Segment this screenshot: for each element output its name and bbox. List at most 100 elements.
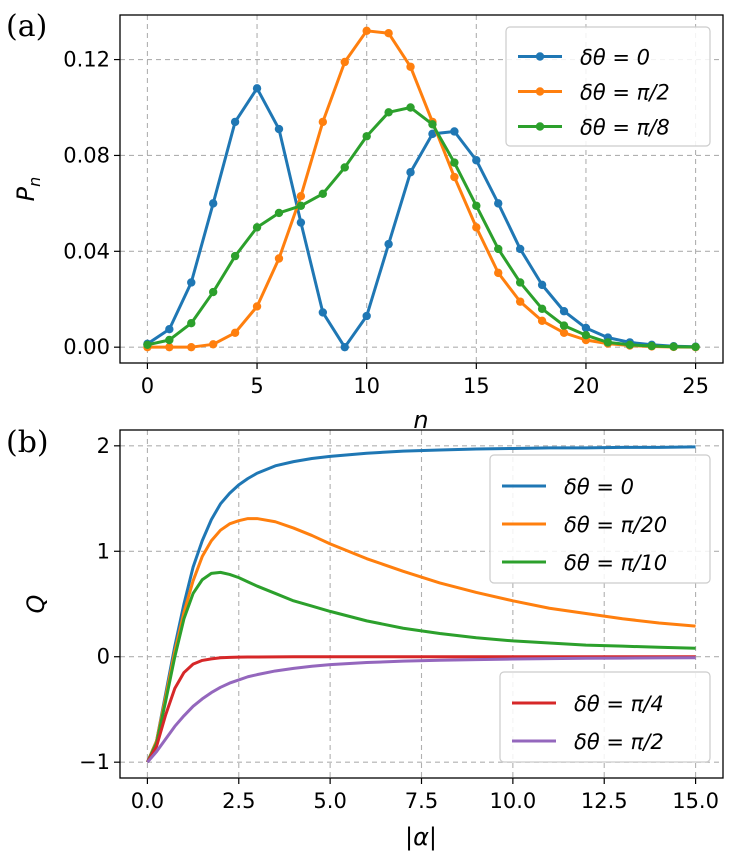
data-point-a-2 <box>537 304 547 314</box>
data-point-a-1 <box>252 302 262 311</box>
legend-entry-label: δθ = 0 <box>564 475 634 499</box>
legend-entry-label: δθ = π/2 <box>580 81 670 105</box>
panel-a-x-label: n <box>413 406 428 434</box>
data-point-a-0 <box>537 280 547 290</box>
panel-b-label: (b) <box>6 425 49 460</box>
data-point-a-2 <box>362 132 371 141</box>
data-point-a-0 <box>230 117 240 127</box>
panel-a-label: (a) <box>6 9 47 44</box>
panel-b-x-tick-label: 7.5 <box>405 789 438 813</box>
data-point-a-1 <box>494 268 503 278</box>
data-point-a-1 <box>340 57 349 67</box>
panel-b-x-tick-label: 0.0 <box>131 789 164 813</box>
series-line-b-2 <box>146 570 696 763</box>
panel-a-y-label: Pn <box>12 177 44 202</box>
panel-b-x-tick-label: 12.5 <box>581 789 628 813</box>
data-point-a-1 <box>515 297 525 306</box>
data-point-a-2 <box>428 120 437 129</box>
data-point-a-0 <box>318 308 328 317</box>
data-point-a-1 <box>274 254 284 263</box>
data-point-a-0 <box>472 156 481 165</box>
data-point-a-1 <box>230 328 240 338</box>
data-point-a-2 <box>208 287 218 297</box>
data-point-a-2 <box>187 319 196 328</box>
panel-a-y-ticks: 0.00 0.04 0.08 0.12 <box>63 48 120 359</box>
data-point-a-2 <box>252 223 262 232</box>
data-point-a-0 <box>428 129 437 139</box>
panel-b-legend-upper: δθ = 0 δθ = π/20 δθ = π/10 <box>489 454 711 584</box>
data-point-a-2 <box>691 342 700 352</box>
data-point-a-2 <box>318 189 328 198</box>
data-point-a-1 <box>537 316 547 326</box>
data-point-a-2 <box>647 341 656 351</box>
data-point-a-2 <box>450 158 459 167</box>
panel-a-chart: (a) 0 5 10 15 20 25 0.00 0.04 0.08 0.12 n Pn δθ … <box>6 9 724 434</box>
legend-entry-label: δθ = π/20 <box>564 513 667 537</box>
data-point-a-1 <box>450 172 459 182</box>
data-point-a-0 <box>515 244 525 254</box>
data-point-a-2 <box>165 335 174 345</box>
data-point-a-0 <box>450 127 459 136</box>
data-point-a-0 <box>208 199 218 208</box>
panel-a-y-label-group: Pn <box>12 177 44 202</box>
series-line-b-3 <box>146 655 696 763</box>
data-point-a-2 <box>274 208 284 218</box>
data-point-a-1 <box>208 340 218 349</box>
panel-b-y-tick-label: −1 <box>79 750 110 774</box>
data-point-a-2 <box>581 330 591 340</box>
series-line-b-1 <box>146 517 696 763</box>
panel-a-x-tick-label: 20 <box>573 374 600 398</box>
panel-a-x-tick-label: 10 <box>353 374 380 398</box>
panel-a-legend: δθ = 0 δθ = π/2 δθ = π/8 <box>505 26 711 147</box>
data-point-a-2 <box>559 321 569 330</box>
panel-a-y-tick-label: 0.00 <box>63 335 110 359</box>
panel-a-x-tick-label: 25 <box>682 374 709 398</box>
data-point-a-2 <box>515 278 525 287</box>
data-point-a-2 <box>340 163 349 172</box>
panel-a-x-tick-label: 0 <box>141 374 154 398</box>
data-point-a-2 <box>143 340 152 349</box>
panel-a-y-tick-label: 0.08 <box>63 143 110 167</box>
legend-swatch-marker <box>535 52 545 61</box>
panel-b-series <box>146 445 696 764</box>
data-point-a-1 <box>362 26 371 36</box>
legend-swatch-marker <box>535 122 545 131</box>
data-point-a-0 <box>252 84 262 93</box>
panel-b-x-tick-label: 5.0 <box>313 789 346 813</box>
panel-b-x-label: |α| <box>405 823 437 851</box>
data-point-a-2 <box>296 201 306 210</box>
data-point-a-0 <box>274 124 284 134</box>
data-point-a-1 <box>384 29 393 38</box>
panel-a-x-ticks: 0 5 10 15 20 25 <box>141 363 709 398</box>
panel-a-frame <box>119 14 724 364</box>
panel-a-y-label-sub: n <box>25 177 44 187</box>
data-point-a-1 <box>472 223 481 232</box>
data-point-a-0 <box>384 239 393 249</box>
panel-b-legend-lower: δθ = π/4 δθ = π/2 <box>499 671 711 763</box>
data-point-a-2 <box>669 342 678 351</box>
data-point-a-0 <box>559 307 569 316</box>
data-point-a-1 <box>406 62 415 71</box>
data-point-a-0 <box>165 325 174 334</box>
panel-b-y-label: Q <box>22 595 50 614</box>
panel-b-x-tick-label: 2.5 <box>222 789 255 813</box>
series-line-b-4 <box>146 656 696 764</box>
panel-b-y-tick-label: 1 <box>97 539 110 563</box>
data-point-a-2 <box>472 201 481 210</box>
series-line-b-0 <box>146 445 696 763</box>
data-point-a-2 <box>230 251 240 261</box>
panel-b-y-tick-label: 2 <box>97 434 110 458</box>
data-point-a-2 <box>603 338 613 347</box>
legend-swatch-marker <box>535 87 545 96</box>
data-point-a-0 <box>494 199 503 208</box>
data-point-a-0 <box>296 218 306 227</box>
data-point-a-1 <box>187 342 196 352</box>
data-point-a-1 <box>165 342 174 352</box>
data-point-a-0 <box>362 311 371 321</box>
panel-b-x-tick-label: 15.0 <box>672 789 719 813</box>
data-point-a-1 <box>559 328 569 338</box>
data-point-a-2 <box>406 103 415 112</box>
data-point-a-0 <box>187 278 196 287</box>
data-point-a-0 <box>581 323 591 333</box>
panel-a-y-tick-label: 0.12 <box>63 48 110 72</box>
